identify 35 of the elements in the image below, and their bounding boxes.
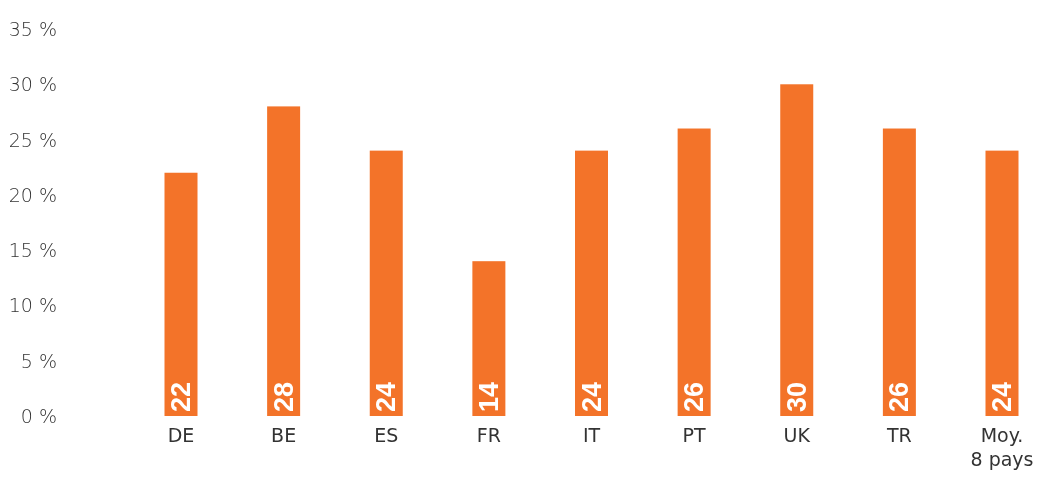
bar [267,106,301,416]
data-label: 26 [679,381,710,412]
bar [780,84,814,416]
bar [164,172,198,416]
data-label: 28 [268,381,299,412]
x-tick-label: DE [167,424,195,446]
y-tick-label: 10 % [8,294,57,317]
x-tick-label: UK [783,424,811,446]
x-tick-label: FR [476,424,501,446]
bar [575,150,608,416]
x-tick-label: TR [885,424,912,446]
y-tick-label: 0 % [20,405,57,427]
x-tick-label: PT [682,424,707,446]
bar [472,261,506,416]
x-tick-label: IT [582,424,601,446]
y-tick-label: 5 % [20,349,57,372]
y-tick-label: 20 % [8,183,57,206]
bar [677,128,711,416]
y-tick-label: 15 % [8,239,57,262]
data-label: 14 [473,381,504,412]
y-tick-label: 35 % [8,18,57,40]
data-label: 24 [576,381,607,412]
data-label: 24 [987,381,1017,412]
bar [369,150,403,416]
x-tick-label: Moy. 8 pays [970,424,1034,470]
y-tick-label: 30 % [8,73,57,96]
data-label: 22 [166,381,196,412]
data-label: 24 [371,381,402,412]
x-tick-label: ES [374,424,399,446]
bar [882,128,916,416]
bar [985,150,1019,416]
data-label: 30 [781,381,812,412]
data-label: 26 [884,381,915,412]
x-tick-label: BE [271,424,297,446]
y-tick-label: 25 % [8,128,57,151]
